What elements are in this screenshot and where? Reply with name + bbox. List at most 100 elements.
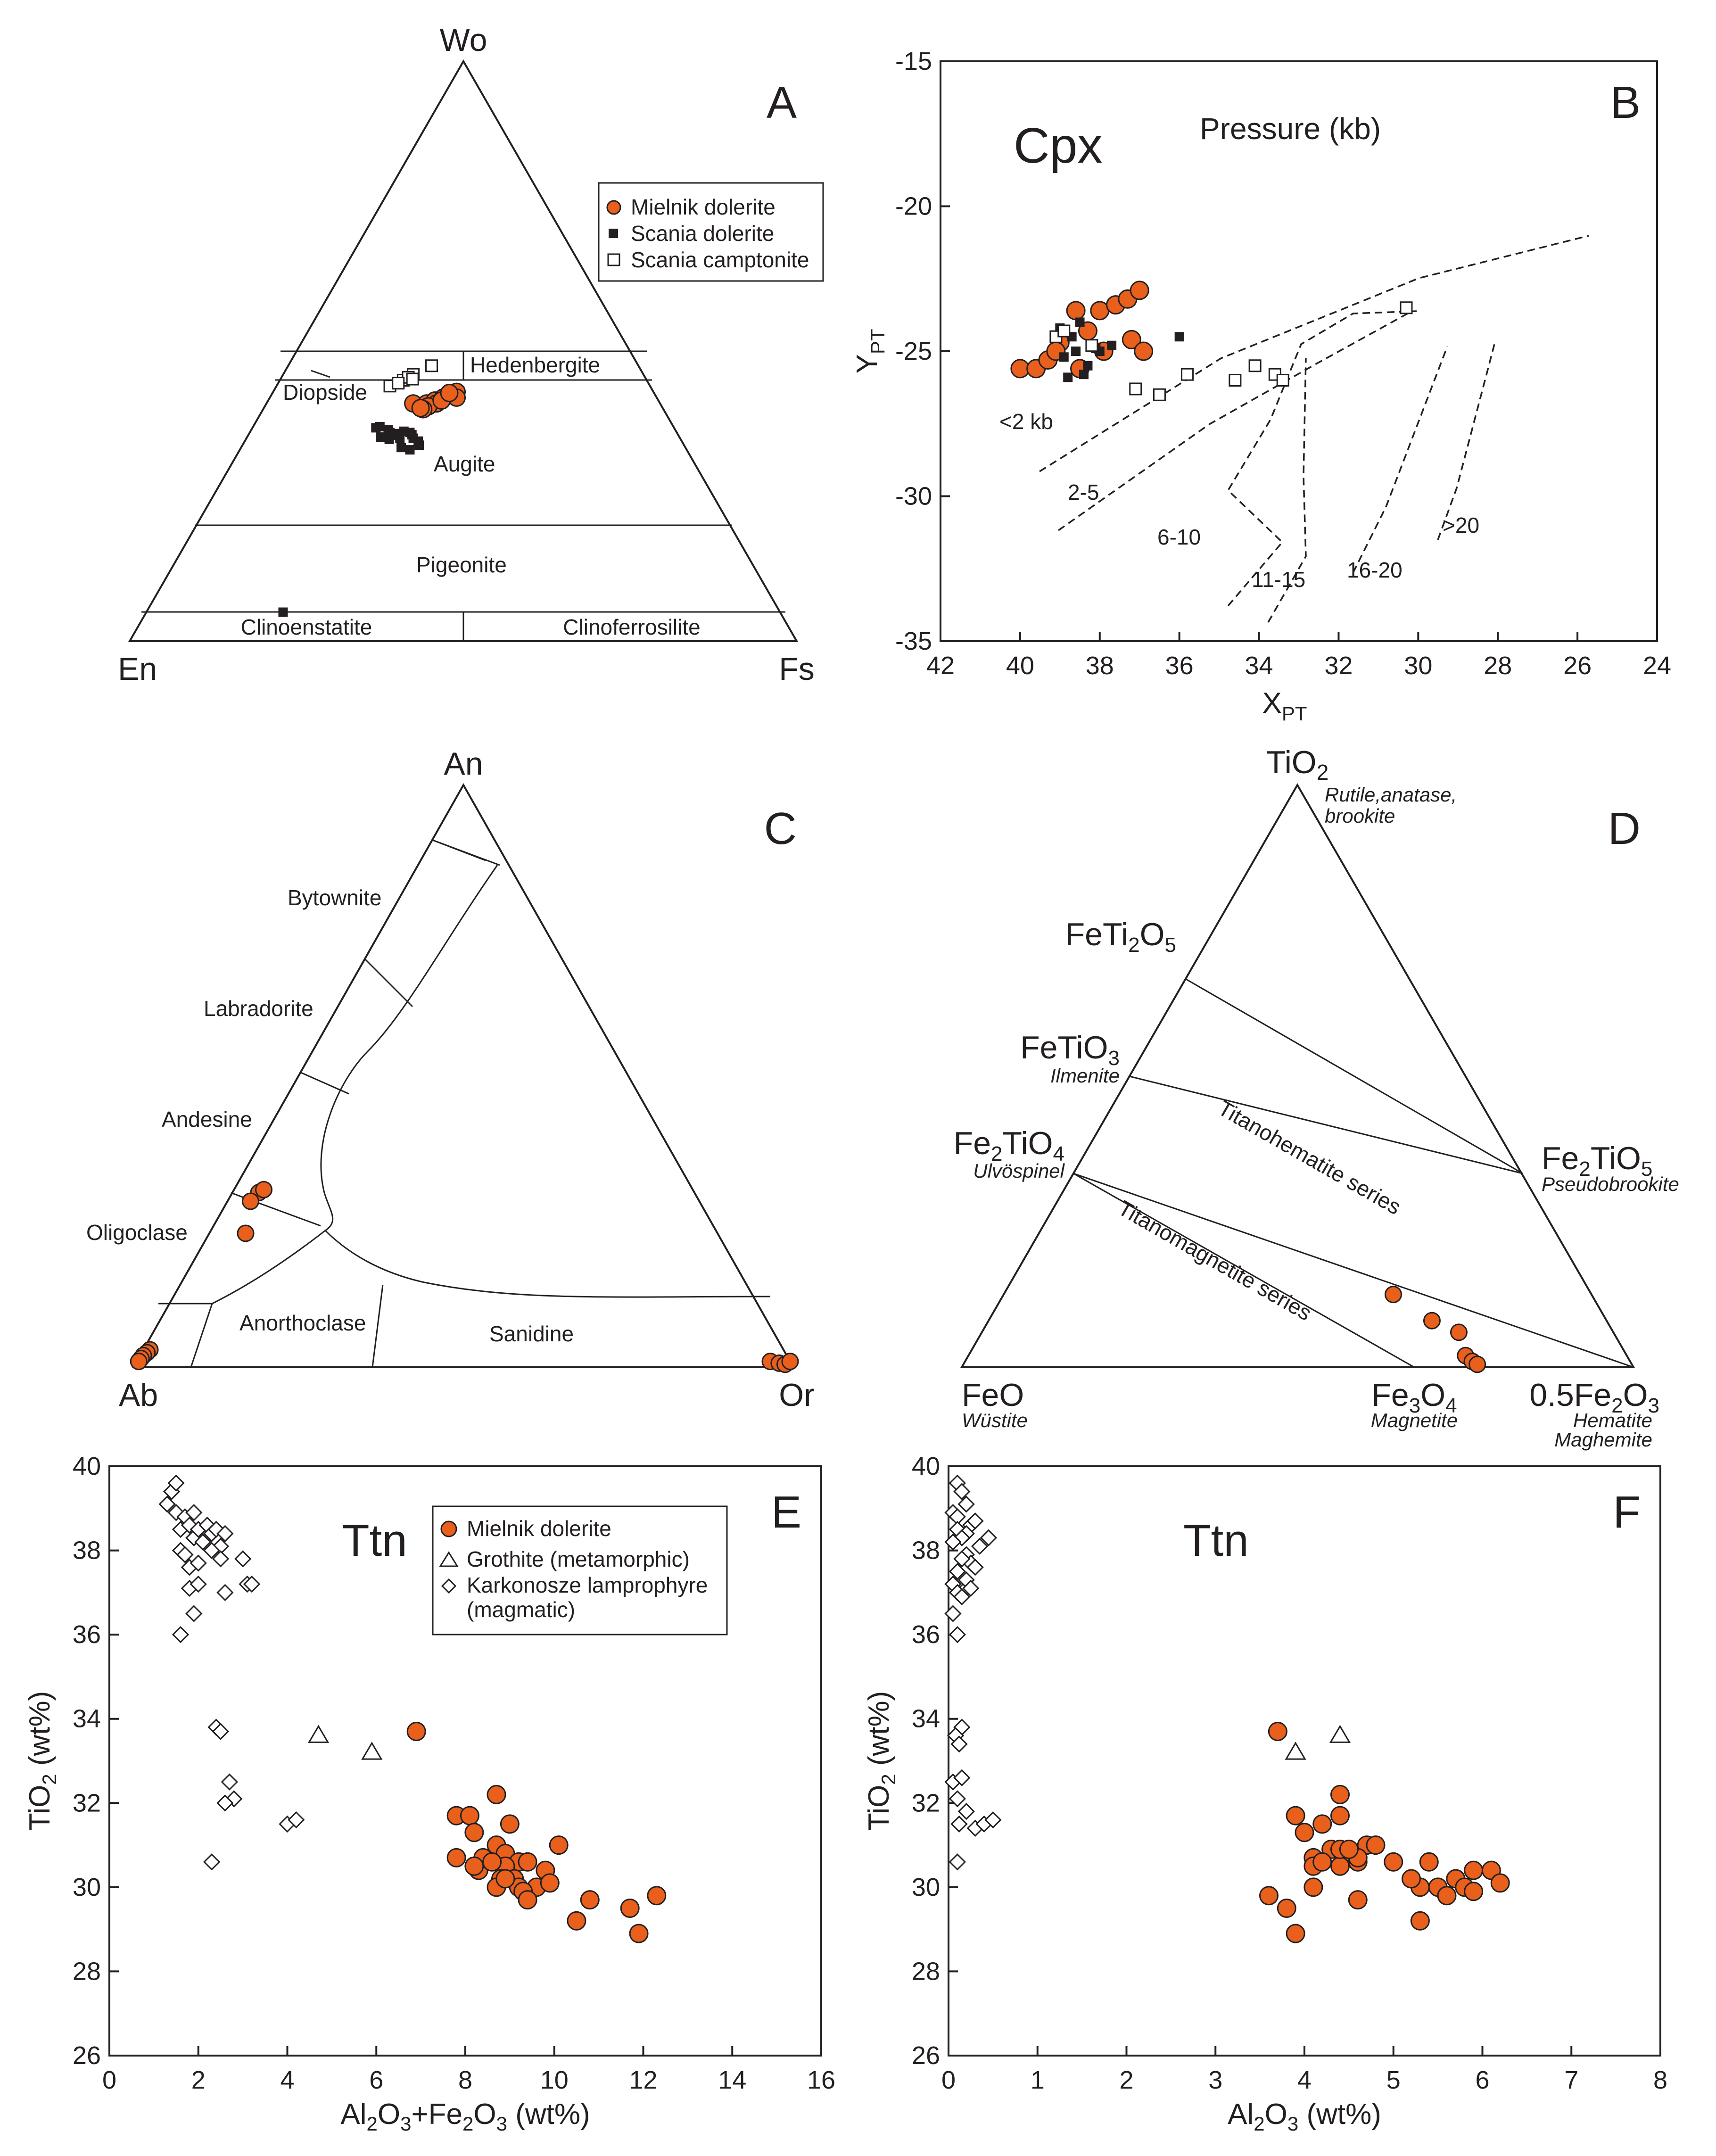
panel-a-field-clinoenstatite: Clinoenstatite bbox=[241, 615, 372, 639]
panel-d-ulvospinel-label: Ulvöspinel bbox=[973, 1160, 1065, 1182]
panel-a-point-scania-camptonite-6 bbox=[406, 372, 419, 386]
panel-f-ytick-label-7: 40 bbox=[912, 1452, 940, 1480]
panel-b-xtick-label-2: 38 bbox=[1086, 652, 1114, 680]
panel-e-xtick-label-8: 16 bbox=[807, 2066, 835, 2094]
panel-e-point-lamprophyre-2 bbox=[167, 1474, 185, 1492]
panel-e-xtick-label-5: 10 bbox=[540, 2066, 569, 2094]
panel-d-feo-label: FeO bbox=[962, 1377, 1024, 1413]
panel-e-ytick-label-3: 32 bbox=[73, 1789, 101, 1817]
panel-d-letter: D bbox=[1608, 803, 1641, 854]
panel-d-apex-tio2: TiO2 bbox=[1266, 744, 1329, 785]
panel-e-ytick-label-5: 36 bbox=[73, 1620, 101, 1649]
panel-c-anorthoclase-sanidine bbox=[371, 1284, 384, 1368]
panel-b-point-scania-camptonite-9 bbox=[1276, 374, 1289, 387]
panel-f-point-mielnik-21 bbox=[1277, 1899, 1296, 1918]
panel-f-xtick-label-3: 3 bbox=[1208, 2066, 1222, 2094]
panel-e-point-mielnik-4 bbox=[464, 1823, 484, 1842]
panel-d: TiO2 Rutile,anatase, brookite D FeTi2O5 … bbox=[954, 744, 1679, 1451]
panel-d-fe2tio4-label: Fe2TiO4 bbox=[954, 1125, 1064, 1165]
panel-b-point-scania-dolerite-6 bbox=[1059, 352, 1069, 362]
panel-b-boundary-10kb bbox=[1227, 310, 1417, 607]
panel-d-point-mielnik-5 bbox=[1468, 1355, 1486, 1373]
panel-f-point-mielnik-3 bbox=[1330, 1806, 1350, 1826]
panel-d-line-titanohematite bbox=[1129, 1075, 1523, 1174]
panel-b-point-scania-camptonite-6 bbox=[1229, 374, 1242, 387]
panel-a-field-diopside: Diopside bbox=[283, 380, 367, 405]
panel-a-legend bbox=[598, 182, 824, 282]
panel-f-point-lamprophyre-32 bbox=[957, 1803, 975, 1820]
panel-f-ytick-label-0: 26 bbox=[912, 2041, 940, 2070]
panel-e-point-mielnik-3 bbox=[487, 1784, 506, 1804]
panel-d-wustite-label: Wüstite bbox=[962, 1409, 1028, 1431]
panel-f-point-mielnik-5 bbox=[1312, 1814, 1332, 1834]
panel-e-ytick-label-7: 40 bbox=[73, 1452, 101, 1480]
panel-b-point-mielnik-9 bbox=[1130, 281, 1149, 300]
panel-f-xtick-label-5: 5 bbox=[1386, 2066, 1401, 2094]
panel-f-point-lamprophyre-10 bbox=[944, 1533, 962, 1551]
panel-a-field-pigeonite: Pigeonite bbox=[416, 553, 507, 577]
panel-f-ytick-label-1: 28 bbox=[912, 1957, 940, 1985]
panel-a-point-scania-dolerite-17 bbox=[278, 607, 288, 617]
panel-b-points bbox=[1010, 281, 1413, 401]
panel-b-ticks bbox=[940, 60, 1658, 642]
panel-b-xtick-label-6: 30 bbox=[1404, 652, 1432, 680]
panel-c-point-mielnik-8 bbox=[130, 1353, 148, 1371]
panel-a-point-scania-camptonite-5 bbox=[392, 377, 405, 390]
panel-a-legend-scania-dolerite-marker bbox=[609, 229, 618, 238]
panel-e-point-mielnik-23 bbox=[495, 1869, 515, 1889]
panel-e-point-lamprophyre-34 bbox=[216, 1794, 234, 1812]
panel-b-letter: B bbox=[1610, 77, 1641, 128]
panel-c-an50 bbox=[299, 1071, 349, 1095]
panel-d-point-mielnik-0 bbox=[1385, 1286, 1402, 1304]
panel-b-point-scania-dolerite-5 bbox=[1107, 340, 1117, 350]
panel-e-plot-frame bbox=[108, 1465, 822, 2057]
panel-f-point-mielnik-31 bbox=[1490, 1873, 1510, 1893]
panel-f-point-mielnik-35 bbox=[1410, 1911, 1430, 1931]
panel-f-point-lamprophyre-17 bbox=[966, 1559, 984, 1576]
panel-e-point-lamprophyre-10 bbox=[194, 1533, 212, 1551]
panel-f-point-lamprophyre-31 bbox=[953, 1769, 971, 1786]
panel-d-points bbox=[1385, 1286, 1486, 1373]
panel-f-point-mielnik-32 bbox=[1437, 1886, 1457, 1906]
panel-f-point-mielnik-25 bbox=[1464, 1860, 1484, 1880]
panel-d-ilmenite-label: Ilmenite bbox=[1050, 1065, 1120, 1087]
panel-d-fe2tio5-label: Fe2TiO5 bbox=[1542, 1140, 1652, 1181]
panel-e-legend-lamprophyre: Karkonosze lamprophyre bbox=[467, 1573, 708, 1597]
panel-b-zone-11-15: 11-15 bbox=[1252, 567, 1305, 592]
panel-e-legend-grothite-marker bbox=[439, 1551, 459, 1567]
panel-e-point-lamprophyre-29 bbox=[172, 1626, 190, 1644]
panel-f-point-mielnik-28 bbox=[1402, 1869, 1421, 1889]
panel-b-zone-2-5: 2-5 bbox=[1068, 480, 1099, 504]
panel-e-ytick-label-0: 26 bbox=[73, 2041, 101, 2070]
panel-d-line-titanomagnetite bbox=[1073, 1173, 1415, 1368]
panel-e-ytick-label-2: 30 bbox=[73, 1873, 101, 1901]
panel-a-point-scania-dolerite-14 bbox=[393, 430, 403, 440]
panel-e-point-grothite-0 bbox=[307, 1725, 330, 1743]
panel-f-plot-frame bbox=[948, 1465, 1661, 2057]
panel-b-boundary-2kb bbox=[1039, 235, 1589, 472]
panel-a-point-scania-dolerite-13 bbox=[371, 423, 381, 433]
panel-a-point-scania-camptonite-3 bbox=[425, 359, 438, 372]
panel-e-point-mielnik-31 bbox=[647, 1886, 667, 1906]
panel-f-point-grothite-0 bbox=[1285, 1742, 1306, 1760]
panel-e-point-mielnik-27 bbox=[567, 1911, 586, 1931]
panel-f-xlabel: Al2O3 (wt%) bbox=[1228, 2098, 1381, 2135]
panel-e: 0 2 4 6 8 10 12 14 16 26 28 30 32 34 36 38 40 E Ttn Al2O… bbox=[24, 1452, 835, 2135]
panel-a-field-clinoferrosilite: Clinoferrosilite bbox=[563, 615, 700, 639]
panel-a-legend-mielnik: Mielnik dolerite bbox=[631, 195, 776, 219]
panel-f-letter: F bbox=[1613, 1487, 1641, 1537]
panel-e-point-lamprophyre-21 bbox=[212, 1550, 230, 1568]
panel-b-point-scania-camptonite-2 bbox=[1085, 339, 1098, 352]
panel-f-ylabel: TiO2 (wt%) bbox=[863, 1691, 899, 1831]
panel-a-apex-fs: Fs bbox=[779, 651, 815, 687]
panel-a-points bbox=[278, 359, 466, 617]
panel-b-mineral-label: Cpx bbox=[1014, 118, 1103, 173]
panel-c-field-anorthoclase: Anorthoclase bbox=[239, 1311, 366, 1335]
panel-b-point-scania-camptonite-1 bbox=[1057, 324, 1071, 338]
panel-a-field-hedenbergite: Hedenbergite bbox=[470, 353, 600, 377]
panel-c-solvus-left bbox=[212, 865, 498, 1305]
panel-e-point-mielnik-13 bbox=[482, 1852, 502, 1872]
panel-f-point-grothite-1 bbox=[1329, 1725, 1351, 1743]
panel-f-xtick-label-1: 1 bbox=[1031, 2066, 1045, 2094]
